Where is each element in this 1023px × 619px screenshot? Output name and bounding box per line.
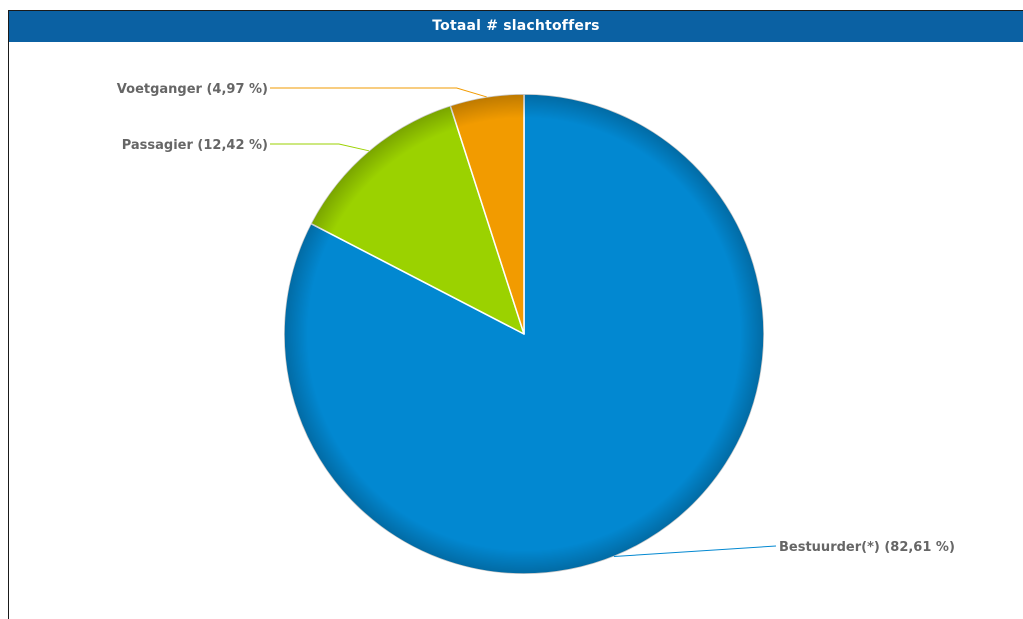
chart-title: Totaal # slachtoffers — [9, 11, 1023, 42]
label-connector-1 — [270, 143, 370, 152]
label-connector-0 — [613, 545, 777, 558]
data-label-voetganger: Voetganger (4,97 %) — [117, 82, 268, 97]
label-connector-2 — [270, 87, 487, 98]
data-label-passagier: Passagier (12,42 %) — [122, 138, 268, 153]
data-label-bestuurder: Bestuurder(*) (82,61 %) — [779, 540, 955, 555]
